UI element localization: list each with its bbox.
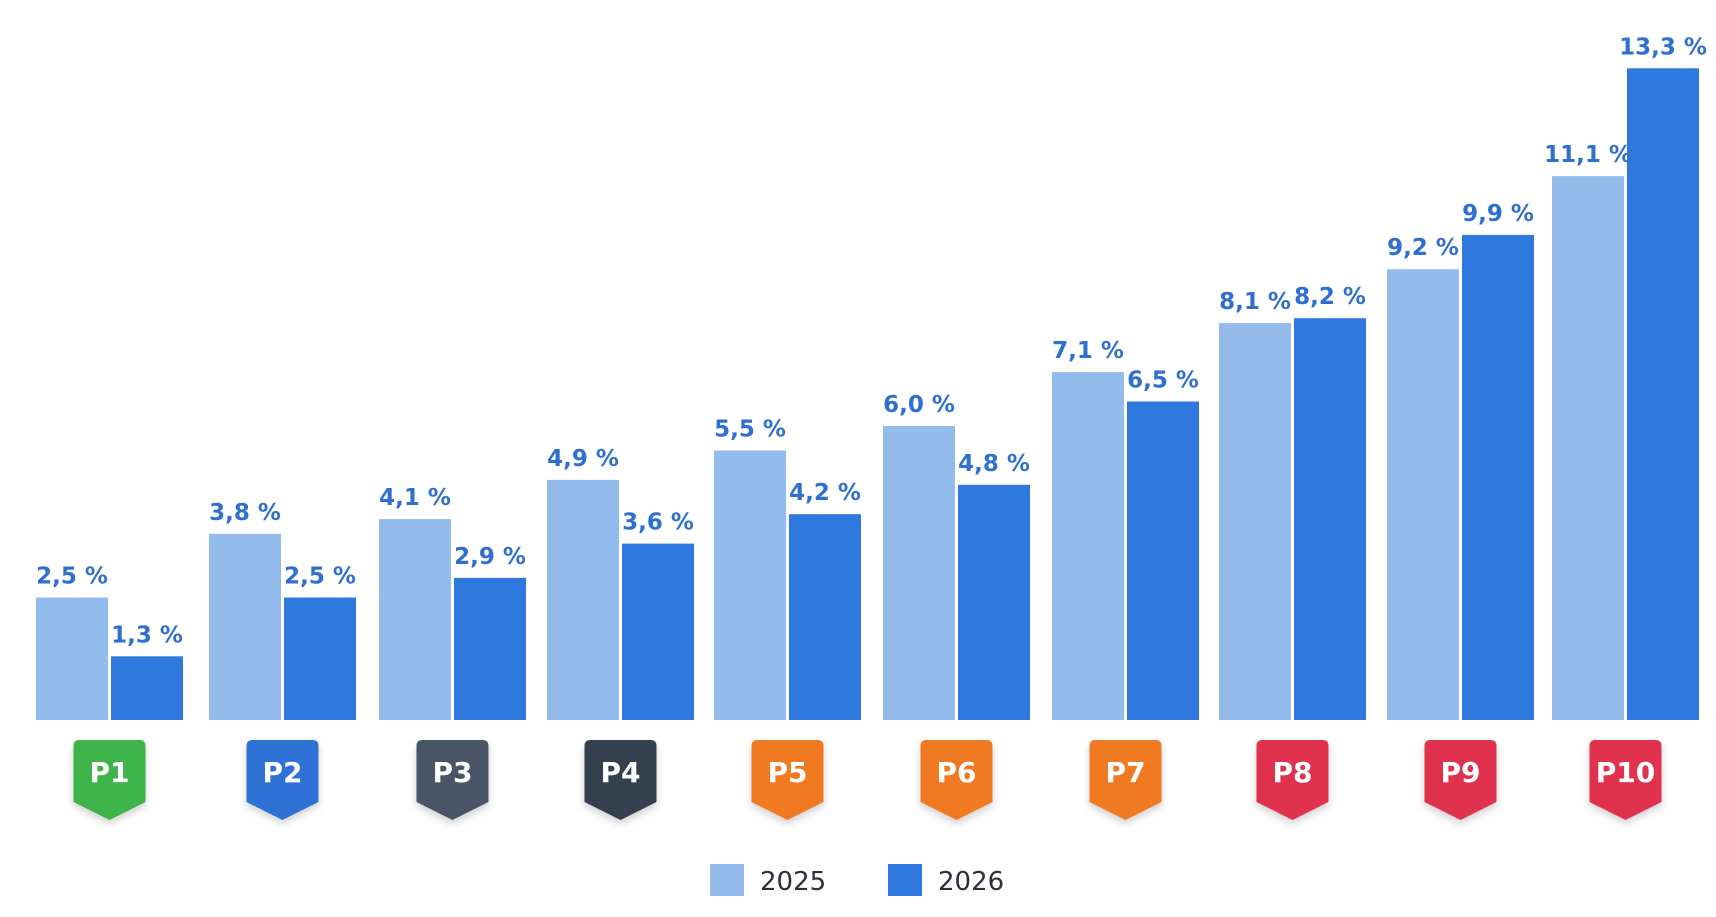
value-label-2026-P2: 2,5 % (284, 564, 356, 590)
category-badge-shape-P9 (1424, 740, 1497, 820)
legend-swatch-2026 (888, 864, 922, 896)
category-badge-shape-P4 (584, 740, 657, 820)
legend-item-2026: 2026 (888, 864, 1004, 897)
category-badges-layer: P1 P2 P3 P4 P5 P6 P7 P8 P9 P10 (73, 740, 1662, 820)
category-label-P4: P4 (600, 756, 640, 789)
value-label-2026-P9: 9,9 % (1462, 201, 1534, 227)
legend-label-2025: 2025 (760, 867, 826, 897)
bar-2025-P3 (379, 519, 451, 720)
category-badge-P6: P6 (920, 740, 993, 820)
category-badge-P4: P4 (584, 740, 657, 820)
value-label-2025-P6: 6,0 % (883, 392, 955, 418)
bar-2025-P9 (1387, 269, 1459, 720)
value-label-2025-P7: 7,1 % (1052, 338, 1124, 364)
bar-2026-P5 (789, 514, 861, 720)
category-label-P2: P2 (262, 756, 302, 789)
value-label-2026-P8: 8,2 % (1294, 284, 1366, 310)
legend-label-2026: 2026 (938, 867, 1004, 897)
value-label-2026-P3: 2,9 % (454, 544, 526, 570)
value-label-2025-P4: 4,9 % (547, 446, 619, 472)
value-label-2026-P7: 6,5 % (1127, 368, 1199, 394)
bar-2026-P1 (111, 656, 183, 720)
value-label-2025-P10: 11,1 % (1544, 142, 1632, 168)
bar-2025-P1 (36, 597, 108, 720)
category-badge-shape-P5 (751, 740, 824, 820)
bar-2025-P10 (1552, 176, 1624, 721)
legend-swatch-2025 (710, 864, 744, 896)
category-badge-P2: P2 (246, 740, 319, 820)
category-badge-P5: P5 (751, 740, 824, 820)
bar-2026-P6 (958, 484, 1030, 720)
bar-2025-P2 (209, 533, 281, 720)
legend: 2025 2026 (710, 864, 1004, 897)
bar-2026-P10 (1627, 68, 1699, 721)
category-badge-P9: P9 (1424, 740, 1497, 820)
value-label-2026-P1: 1,3 % (111, 622, 183, 648)
category-label-P7: P7 (1105, 756, 1145, 789)
value-label-2026-P10: 13,3 % (1619, 34, 1707, 60)
bar-2026-P9 (1462, 234, 1534, 720)
category-badge-shape-P8 (1256, 740, 1329, 820)
category-badge-shape-P7 (1089, 740, 1162, 820)
bar-2026-P3 (454, 577, 526, 720)
value-label-2025-P5: 5,5 % (714, 417, 786, 443)
category-label-P9: P9 (1440, 756, 1480, 789)
bars-layer (36, 68, 1699, 721)
category-badge-P1: P1 (73, 740, 146, 820)
category-label-P10: P10 (1596, 756, 1656, 789)
category-label-P1: P1 (89, 756, 129, 789)
bar-2026-P7 (1127, 401, 1199, 720)
value-label-2025-P2: 3,8 % (209, 500, 281, 526)
category-label-P8: P8 (1272, 756, 1312, 789)
value-label-2025-P1: 2,5 % (36, 564, 108, 590)
bar-2026-P2 (284, 597, 356, 720)
bar-2025-P5 (714, 450, 786, 720)
bar-2025-P6 (883, 426, 955, 720)
category-label-P5: P5 (767, 756, 807, 789)
category-badge-shape-P1 (73, 740, 146, 820)
category-badge-shape-P6 (920, 740, 993, 820)
bar-2026-P4 (622, 543, 694, 720)
value-label-2025-P3: 4,1 % (379, 485, 451, 511)
bar-2025-P4 (547, 479, 619, 720)
category-badge-shape-P10 (1589, 740, 1662, 820)
category-badge-P3: P3 (416, 740, 489, 820)
value-label-2026-P4: 3,6 % (622, 510, 694, 536)
value-label-2025-P8: 8,1 % (1219, 289, 1291, 315)
value-label-2025-P9: 9,2 % (1387, 235, 1459, 261)
category-badge-P8: P8 (1256, 740, 1329, 820)
category-label-P6: P6 (936, 756, 976, 789)
bar-2025-P8 (1219, 323, 1291, 720)
value-labels-layer: 2,5 % 1,3 % 3,8 % 2,5 % 4,1 % 2,9 % 4,9 % 3,6 %… (36, 34, 1707, 648)
value-label-2026-P5: 4,2 % (789, 480, 861, 506)
category-badge-shape-P2 (246, 740, 319, 820)
legend-item-2025: 2025 (710, 864, 826, 897)
category-label-P3: P3 (432, 756, 472, 789)
category-badge-P7: P7 (1089, 740, 1162, 820)
category-badge-P10: P10 (1589, 740, 1662, 820)
category-badge-shape-P3 (416, 740, 489, 820)
value-label-2026-P6: 4,8 % (958, 451, 1030, 477)
bar-2025-P7 (1052, 372, 1124, 720)
bar-2026-P8 (1294, 318, 1366, 720)
